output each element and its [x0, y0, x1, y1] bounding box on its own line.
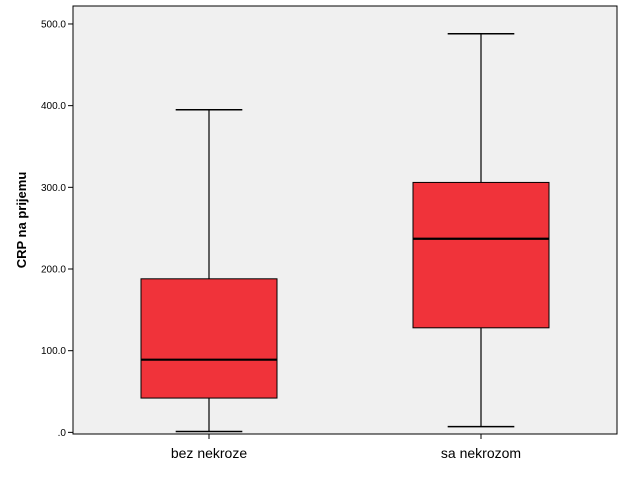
y-axis-title: CRP na prijemu	[14, 172, 29, 269]
x-category-label: sa nekrozom	[441, 445, 521, 461]
x-axis: bez nekroze sa nekrozom	[171, 434, 521, 461]
interquartile-box	[140, 278, 278, 399]
box-2	[412, 33, 550, 428]
boxes-group	[140, 33, 550, 433]
y-tick-label: 200.0	[41, 265, 66, 276]
interquartile-box	[412, 181, 550, 329]
y-tick-label: 300.0	[41, 183, 66, 194]
y-axis: .0 100.0 200.0 300.0 400.0 500.0	[41, 19, 73, 439]
y-tick-label: 100.0	[41, 346, 66, 357]
y-tick-label: 500.0	[41, 19, 66, 30]
x-category-label: bez nekroze	[171, 445, 247, 461]
y-tick-label: 400.0	[41, 101, 66, 112]
box-1	[140, 108, 278, 433]
y-tick-label: .0	[58, 428, 67, 439]
